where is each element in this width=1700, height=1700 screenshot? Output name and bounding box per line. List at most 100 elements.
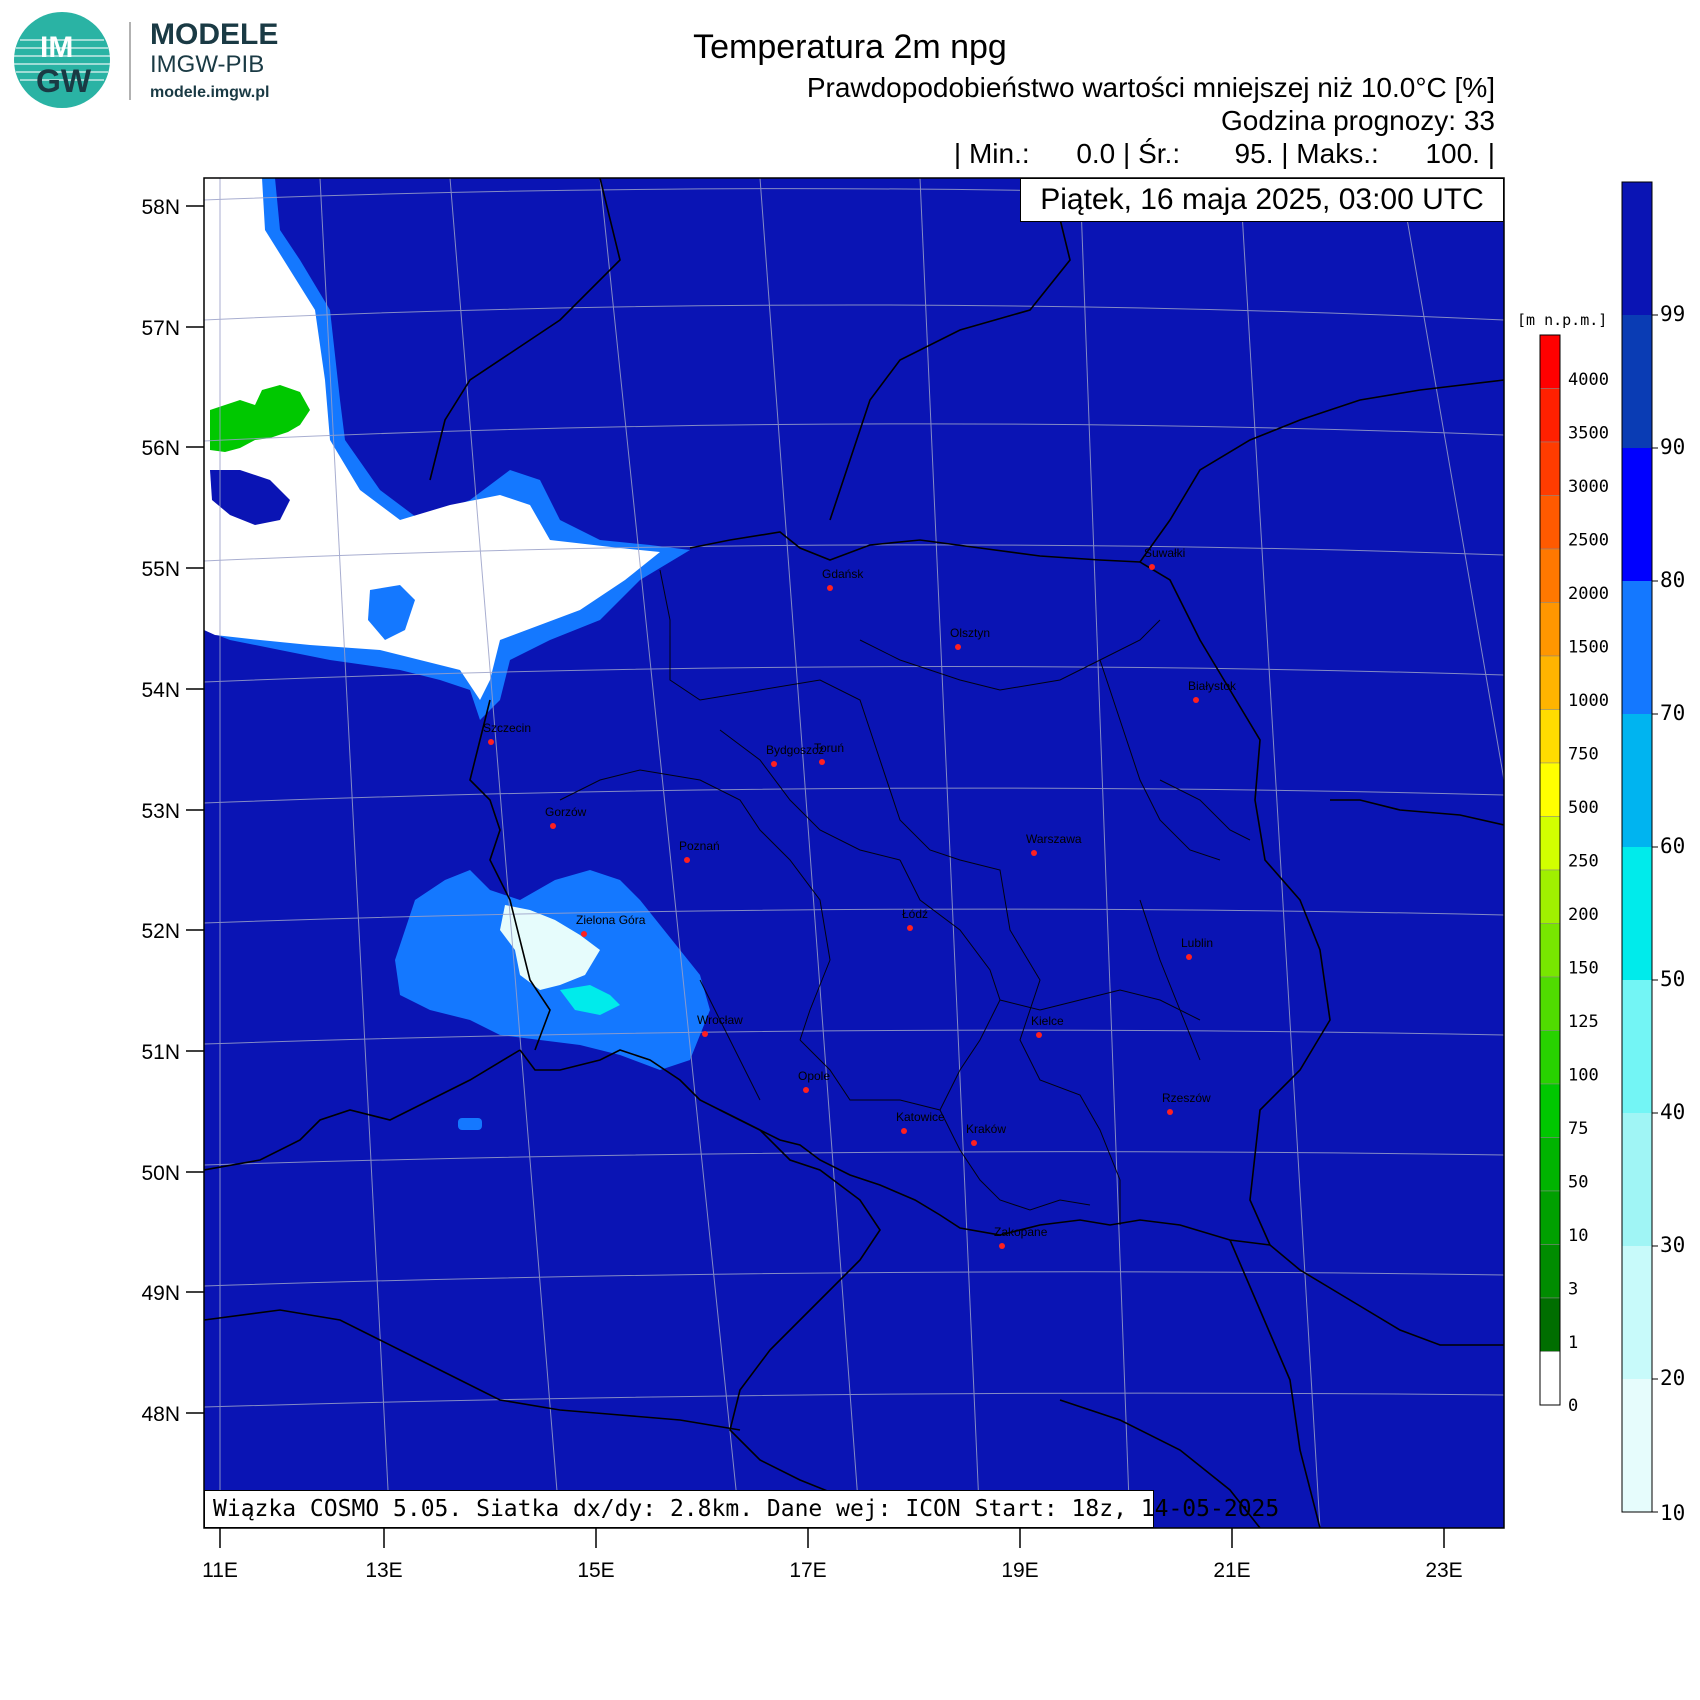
- city-label: Zielona Góra: [576, 913, 646, 927]
- elevation-legend-swatch: [1539, 548, 1561, 603]
- latitude-label: 52N: [141, 920, 180, 943]
- city-marker: [999, 1243, 1005, 1249]
- city-label: Białystok: [1188, 679, 1237, 693]
- probability-legend-swatch: [1622, 1246, 1652, 1379]
- elevation-legend-label: 100: [1568, 1066, 1599, 1086]
- city-marker: [803, 1087, 809, 1093]
- logo-org: IMGW-PIB: [150, 51, 264, 78]
- elevation-legend-swatch: [1539, 1083, 1561, 1138]
- elevation-legend-label: 3500: [1568, 424, 1609, 444]
- elevation-legend-label: 1000: [1568, 691, 1609, 711]
- logo-url: modele.imgw.pl: [150, 84, 269, 101]
- elevation-legend-swatch: [1539, 495, 1561, 550]
- city-label: Olsztyn: [950, 626, 990, 640]
- city-marker: [702, 1031, 708, 1037]
- logo-circle: [14, 12, 110, 108]
- city-marker: [581, 931, 587, 937]
- map-frame: [203, 177, 1505, 1529]
- elevation-legend-label: 1500: [1568, 638, 1609, 658]
- longitude-label: 23E: [1425, 1559, 1462, 1582]
- probability-legend-swatch: [1622, 1113, 1652, 1246]
- elevation-legend-swatch: [1539, 1244, 1561, 1299]
- city-label: Poznań: [679, 839, 720, 853]
- probability-legend-label: 30: [1660, 1233, 1685, 1257]
- latitude-label: 54N: [141, 679, 180, 702]
- elevation-legend-label: 750: [1568, 745, 1599, 765]
- probability-legend-label: 80: [1660, 568, 1685, 592]
- city-label: Łódź: [902, 907, 928, 921]
- city-marker: [827, 585, 833, 591]
- small-patch: [458, 1118, 482, 1130]
- latitude-label: 50N: [141, 1162, 180, 1185]
- cyan-region-west: [560, 985, 620, 1015]
- probability-legend-label: 90: [1660, 435, 1685, 459]
- city-marker: [1149, 564, 1155, 570]
- logo-name: MODELE: [150, 18, 278, 51]
- elevation-legend-label: 500: [1568, 798, 1599, 818]
- elevation-legend-swatch: [1539, 388, 1561, 443]
- elevation-legend-swatch: [1539, 709, 1561, 764]
- city-marker: [901, 1128, 907, 1134]
- elevation-legend-swatch: [1539, 1137, 1561, 1192]
- latitude-label: 49N: [141, 1282, 180, 1305]
- elevation-legend-label: 10: [1568, 1226, 1588, 1246]
- model-info-label: Wiązka COSMO 5.05. Siatka dx/dy: 2.8km. …: [204, 1490, 1279, 1528]
- probability-legend-swatch: [1622, 847, 1652, 980]
- city-marker: [1031, 850, 1037, 856]
- probability-legend: 99 90 80 70 60 50 40 30 20 10: [1621, 181, 1685, 1525]
- longitude-label: 21E: [1213, 1559, 1250, 1582]
- probability-legend-label: 50: [1660, 967, 1685, 991]
- elevation-legend-swatch: [1539, 655, 1561, 710]
- elevation-legend-swatch: [1539, 762, 1561, 817]
- probability-field: [204, 178, 1504, 1528]
- elevation-legend-label: 75: [1568, 1119, 1588, 1139]
- field-statistics: | Min.: 0.0 | Śr.: 95. | Maks.: 100. |: [953, 138, 1495, 169]
- map-title: Temperatura 2m npg: [693, 28, 1007, 66]
- city-label: Opole: [798, 1069, 830, 1083]
- white-region-baltic: [204, 178, 660, 700]
- logo-mark-bottom: GW: [36, 63, 92, 99]
- city-label: Lublin: [1181, 936, 1213, 950]
- probability-legend-label: 20: [1660, 1366, 1685, 1390]
- graticule: [204, 178, 1504, 1528]
- elevation-legend: 4000350030002500200015001000750500250200…: [1539, 334, 1609, 1416]
- elevation-legend-swatch: [1539, 1030, 1561, 1085]
- elevation-legend-swatch: [1539, 1190, 1561, 1245]
- probability-legend-swatch: [1622, 714, 1652, 847]
- city-marker: [550, 823, 556, 829]
- city-marker: [907, 925, 913, 931]
- elevation-legend-label: 250: [1568, 852, 1599, 872]
- elevation-legend-label: 1: [1568, 1333, 1578, 1353]
- city-label: Szczecin: [483, 721, 531, 735]
- elevation-legend-swatch: [1539, 1351, 1561, 1406]
- longitude-label: 19E: [1001, 1559, 1038, 1582]
- probability-legend-label: 40: [1660, 1100, 1685, 1124]
- probability-legend-label: 60: [1660, 834, 1685, 858]
- latitude-label: 55N: [141, 558, 180, 581]
- longitude-label: 13E: [365, 1559, 402, 1582]
- map-subtitle: Prawdopodobieństwo wartości mniejszej ni…: [806, 72, 1495, 103]
- probability-legend-swatch: [1622, 1379, 1652, 1512]
- sea-patch-2: [368, 585, 415, 640]
- elevation-legend-label: 50: [1568, 1173, 1588, 1193]
- elevation-legend-label: 3000: [1568, 477, 1609, 497]
- probability-legend-swatch: [1622, 448, 1652, 581]
- elevation-legend-swatch: [1539, 441, 1561, 496]
- probability-legend-label: 99: [1660, 302, 1685, 326]
- probability-legend-swatch: [1622, 315, 1652, 448]
- latitude-label: 53N: [141, 800, 180, 823]
- longitude-label: 15E: [577, 1559, 614, 1582]
- elevation-legend-label: 0: [1568, 1396, 1578, 1416]
- forecast-hour: Godzina prognozy: 33: [1221, 105, 1495, 136]
- city-label: Bydgoszcz: [766, 743, 824, 757]
- elevation-legend-swatch: [1539, 334, 1561, 389]
- longitude-label: 11E: [202, 1559, 238, 1582]
- city-markers: Gdańsk Suwałki Olsztyn Białystok Szczecin Byd…: [483, 546, 1237, 1249]
- city-label: Kielce: [1031, 1014, 1064, 1028]
- valid-time-label: Piątek, 16 maja 2025, 03:00 UTC: [1020, 178, 1504, 222]
- elevation-legend-swatch: [1539, 816, 1561, 871]
- imgw-logo: IM GW MODELE IMGW-PIB modele.imgw.pl: [14, 12, 278, 108]
- city-marker: [819, 759, 825, 765]
- elevation-legend-label: 3: [1568, 1280, 1578, 1300]
- probability-legend-swatch: [1622, 182, 1652, 315]
